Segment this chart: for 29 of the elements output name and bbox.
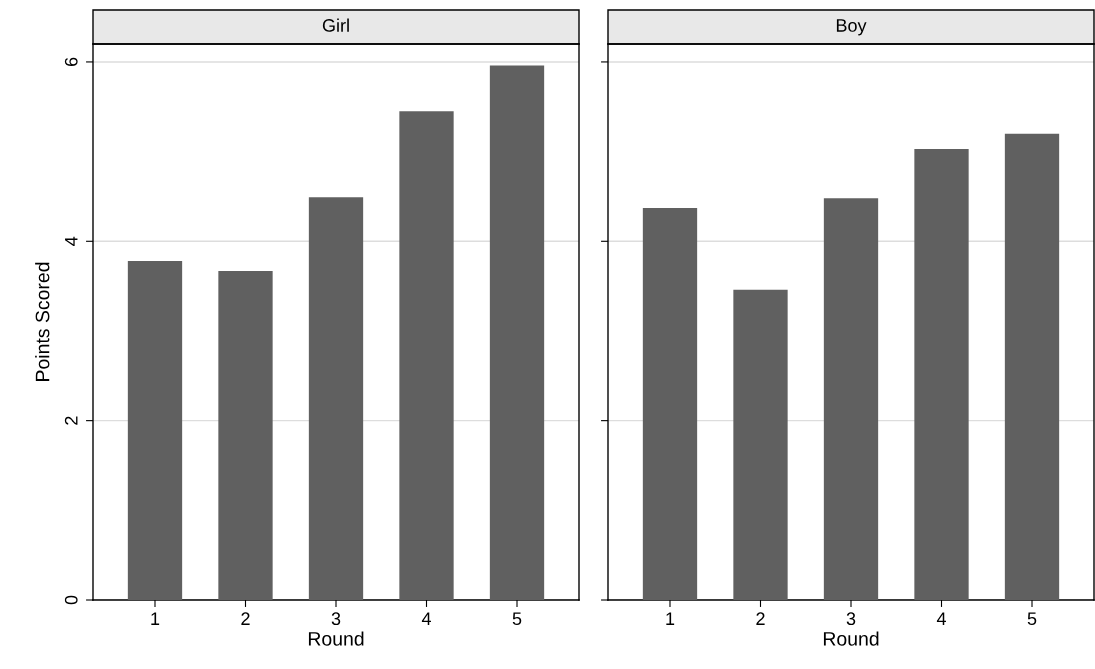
chart-title: Girl	[322, 18, 349, 32]
bar	[399, 111, 454, 600]
x-tick-label: 2	[756, 612, 765, 625]
x-tick-label: 4	[421, 612, 431, 625]
x-axis-title: Round	[308, 631, 364, 646]
bar	[308, 197, 364, 600]
x-tick-label: 1	[666, 612, 675, 625]
bar	[733, 289, 788, 600]
x-tick-label: 5	[1027, 612, 1037, 626]
bar	[642, 208, 698, 600]
bar	[127, 261, 183, 600]
bar	[489, 65, 545, 600]
bar	[218, 270, 273, 600]
x-tick-label: 2	[241, 612, 250, 625]
x-tick-label: 1	[151, 612, 160, 625]
y-tick-label: 0	[64, 595, 78, 605]
x-tick-label: 5	[512, 612, 522, 626]
y-tick-label: 6	[64, 57, 78, 67]
chart-title: Boy	[836, 19, 867, 36]
bar	[914, 148, 969, 600]
y-axis-title: Points Scored	[35, 262, 50, 381]
x-axis-title: Round	[823, 631, 879, 646]
x-tick-label: 3	[846, 612, 856, 626]
bar	[823, 198, 879, 600]
bar	[1004, 133, 1060, 600]
x-tick-label: 4	[936, 612, 946, 625]
y-tick-label: 4	[65, 236, 78, 246]
y-tick-label: 2	[64, 416, 78, 425]
x-tick-label: 3	[331, 612, 341, 626]
